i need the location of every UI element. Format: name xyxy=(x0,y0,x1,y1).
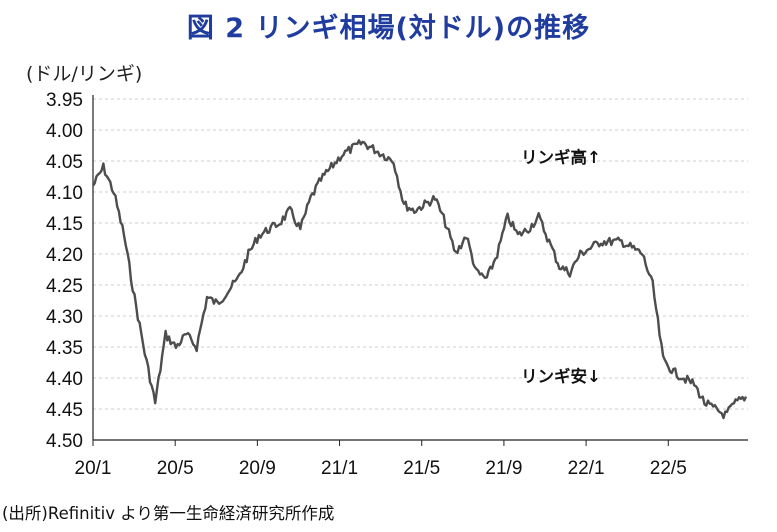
y-tick-label: 4.35 xyxy=(46,338,83,359)
y-tick-label: 4.20 xyxy=(46,245,83,266)
y-tick-label: 4.30 xyxy=(46,307,83,328)
y-tick-label: 3.95 xyxy=(46,90,83,111)
y-tick-label: 4.10 xyxy=(46,183,83,204)
annotation-ringgit-stronger: リンギ高↑ xyxy=(521,147,601,167)
chart-title: 図 2 リンギ相場(対ドル)の推移 xyxy=(186,13,591,44)
y-tick-label: 4.50 xyxy=(46,431,83,452)
axes xyxy=(92,95,748,446)
y-tick-labels: 3.95 4.00 4.05 4.10 4.15 4.20 4.25 4.30 4.35 4.40… xyxy=(46,90,83,452)
y-axis-unit-label: (ドル/リンギ) xyxy=(26,63,143,85)
plot-area xyxy=(92,139,748,420)
x-tick-label: 21/1 xyxy=(321,458,358,479)
x-tick-label: 21/5 xyxy=(403,458,440,479)
x-tick-label: 21/9 xyxy=(485,458,522,479)
x-tick-label: 22/5 xyxy=(650,458,687,479)
gridlines xyxy=(93,98,748,410)
x-tick-label: 20/5 xyxy=(157,458,194,479)
x-tick-label: 20/9 xyxy=(239,458,276,479)
y-tick-label: 4.45 xyxy=(46,400,83,421)
y-tick-label: 4.00 xyxy=(46,121,83,142)
x-tick-label: 20/1 xyxy=(75,458,112,479)
y-tick-label: 4.25 xyxy=(46,276,83,297)
x-tick-label: 22/1 xyxy=(568,458,605,479)
y-tick-label: 4.40 xyxy=(46,369,83,390)
annotation-ringgit-weaker: リンギ安↓ xyxy=(521,366,601,386)
x-tick-labels: 20/1 20/5 20/9 21/1 21/5 21/9 22/1 22/5 xyxy=(75,458,687,479)
y-tick-label: 4.15 xyxy=(46,214,83,235)
series-line-myr-usd xyxy=(92,139,748,420)
source-note: (出所)Refinitiv より第一生命経済研究所作成 xyxy=(2,504,335,523)
y-tick-label: 4.05 xyxy=(46,152,83,173)
